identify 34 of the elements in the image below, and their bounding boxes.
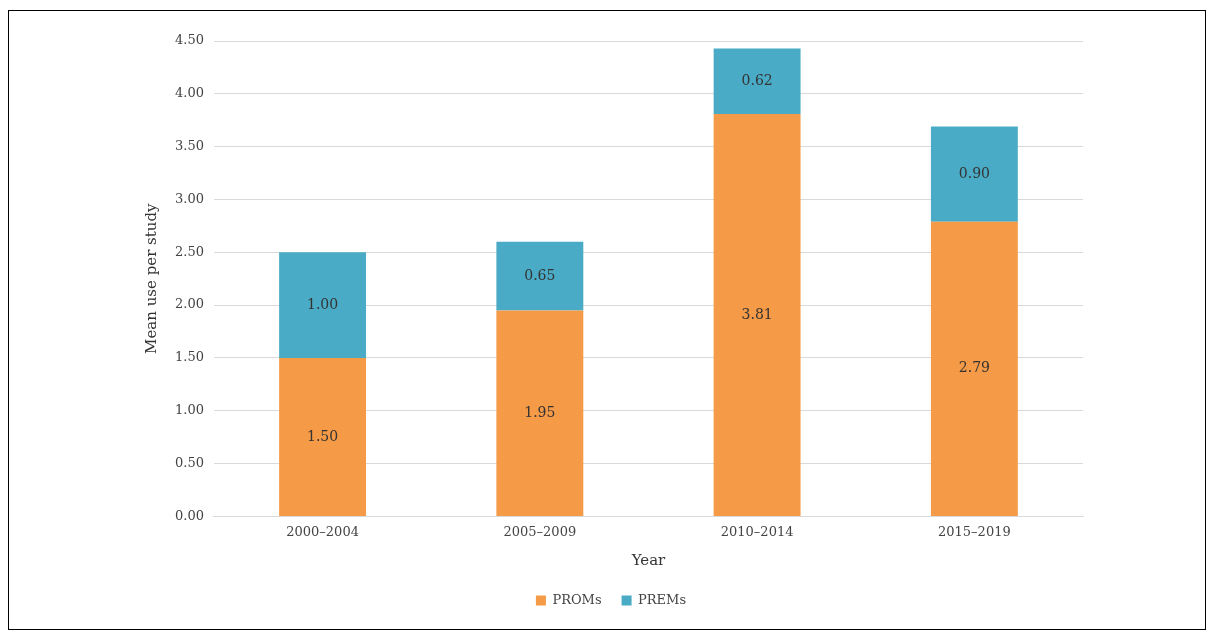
y-tick-label: 1.00 [174,402,204,418]
data-label: 1.50 [306,427,339,444]
bar [713,113,801,516]
bar [279,252,367,358]
bar [713,48,801,114]
x-tick-label: 2015–2019 [938,523,1011,539]
y-tick-label: 3.50 [174,138,204,154]
data-label: 1.00 [306,295,339,312]
bar [279,357,367,516]
x-axis-title: Year [630,550,667,569]
y-axis-title: Mean use per study [141,202,160,354]
x-tick-label: 2010–2014 [720,523,794,539]
bar [496,310,584,516]
legend-label: PREMs [638,591,687,607]
y-tick-label: 4.00 [174,85,204,101]
data-label: 3.81 [741,305,773,322]
y-tick-label: 3.00 [174,190,204,206]
bar [930,126,1018,222]
data-label: 0.65 [524,266,556,283]
x-tick-label: 2000–2004 [286,523,359,539]
data-label: 0.62 [741,71,773,88]
legend-label: PROMs [552,591,602,607]
y-tick-label: 0.50 [174,454,204,470]
y-tick-label: 2.00 [174,296,204,312]
data-label: 0.90 [958,164,990,181]
bar [496,241,584,311]
data-label: 1.95 [524,403,556,420]
data-label: 2.79 [958,359,990,376]
bar [930,221,1018,516]
y-tick-label: 2.50 [174,243,204,259]
y-tick-label: 1.50 [174,349,204,365]
x-tick-label: 2005–2009 [503,523,577,539]
y-tick-label: 4.50 [174,32,204,48]
y-tick-label: 0.00 [174,507,204,523]
